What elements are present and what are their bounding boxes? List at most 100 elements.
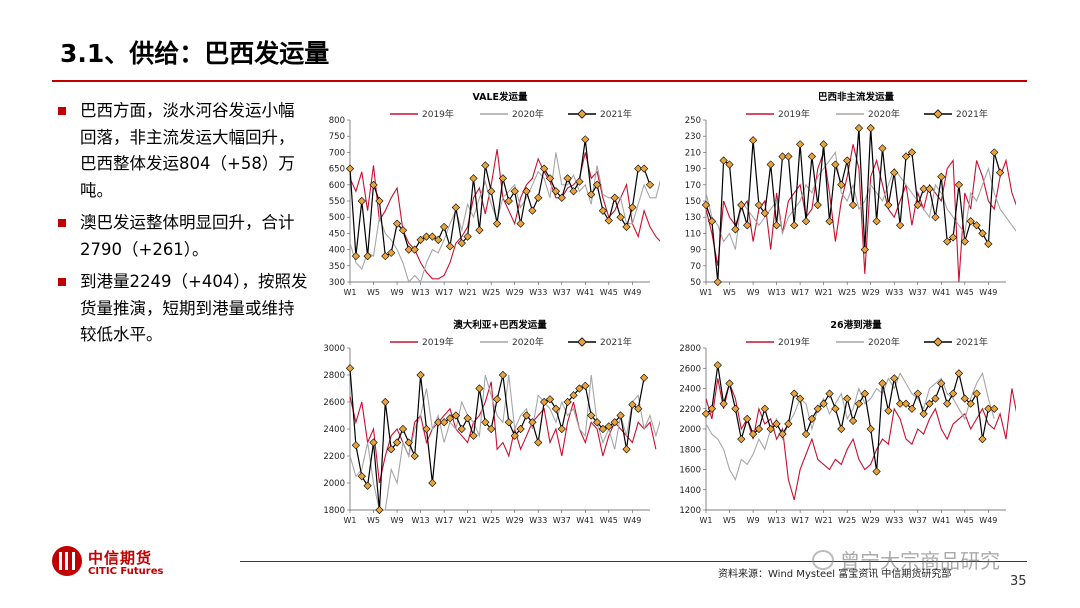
data-point bbox=[440, 418, 449, 427]
data-point bbox=[825, 389, 834, 398]
x-tick-label: W45 bbox=[600, 288, 618, 297]
data-point bbox=[937, 379, 946, 388]
x-tick-label: W13 bbox=[412, 516, 430, 525]
data-point bbox=[754, 424, 764, 434]
data-point bbox=[778, 152, 787, 161]
data-point bbox=[369, 180, 378, 189]
bullet-square-icon bbox=[58, 219, 66, 227]
data-point bbox=[569, 187, 578, 196]
y-tick-label: 1200 bbox=[679, 506, 701, 516]
data-point bbox=[363, 252, 372, 261]
x-tick-label: W25 bbox=[482, 288, 500, 297]
data-point bbox=[837, 424, 846, 434]
data-point bbox=[598, 206, 608, 215]
y-tick-label: 150 bbox=[685, 197, 701, 207]
data-point bbox=[392, 438, 402, 447]
x-tick-label: W29 bbox=[862, 288, 880, 297]
y-tick-label: 650 bbox=[329, 165, 345, 175]
y-tick-label: 350 bbox=[329, 262, 345, 272]
data-point bbox=[604, 422, 613, 431]
x-tick-label: W41 bbox=[932, 288, 950, 297]
chart-svg: 巴西非主流发运量 2019年 2020年 2021年 50 70 90 110 130 150 17… bbox=[685, 91, 1016, 297]
data-point bbox=[640, 164, 649, 173]
chart-svg: 26港到港量 2019年 2020年 2021年 1200 1400 1600 1800 200… bbox=[679, 319, 1016, 525]
data-point bbox=[725, 379, 734, 388]
data-point bbox=[778, 429, 787, 439]
data-point bbox=[766, 424, 775, 434]
data-point bbox=[357, 472, 366, 481]
data-point bbox=[784, 419, 793, 428]
data-point bbox=[345, 164, 355, 173]
series-line-2 bbox=[705, 371, 995, 481]
data-point bbox=[587, 411, 596, 420]
data-point bbox=[707, 217, 717, 226]
data-point bbox=[848, 200, 858, 210]
data-point bbox=[498, 370, 508, 380]
data-point bbox=[634, 404, 643, 413]
series-line-2 bbox=[705, 150, 1016, 250]
citic-logo: 中信期货 CITIC Futures bbox=[52, 546, 182, 582]
data-point bbox=[392, 219, 402, 228]
data-point bbox=[516, 424, 525, 434]
data-point bbox=[901, 399, 911, 408]
y-tick-label: 210 bbox=[685, 148, 701, 158]
bullet-square-icon bbox=[58, 278, 66, 286]
data-point bbox=[819, 399, 828, 408]
y-tick-label: 2200 bbox=[323, 452, 345, 462]
y-tick-label: 2400 bbox=[323, 425, 345, 435]
y-tick-label: 130 bbox=[685, 213, 701, 223]
x-tick-label: W33 bbox=[529, 516, 547, 525]
x-tick-label: W25 bbox=[838, 288, 856, 297]
data-point bbox=[593, 418, 602, 427]
bullet-text: 巴西方面，淡水河谷发运小幅回落，非主流发运大幅回升，巴西整体发运804（+58）… bbox=[80, 101, 295, 200]
data-point bbox=[457, 424, 466, 434]
series-line-2 bbox=[349, 374, 660, 511]
data-point bbox=[422, 424, 431, 434]
data-point bbox=[522, 187, 531, 196]
data-point bbox=[410, 245, 419, 254]
data-point bbox=[913, 200, 922, 210]
data-point bbox=[492, 219, 502, 228]
data-point bbox=[743, 414, 752, 423]
data-point bbox=[428, 478, 437, 488]
legend-entry: 2021年 bbox=[568, 336, 632, 348]
y-tick-label: 2000 bbox=[679, 425, 701, 435]
x-tick-label: W33 bbox=[885, 516, 903, 525]
data-point bbox=[381, 397, 390, 407]
data-point bbox=[369, 438, 378, 447]
data-point bbox=[984, 404, 993, 413]
y-tick-label: 110 bbox=[685, 229, 701, 239]
legend-entry: 2020年 bbox=[836, 336, 900, 348]
data-point bbox=[913, 389, 922, 398]
x-tick-label: W49 bbox=[623, 516, 641, 525]
legend-entry: 2020年 bbox=[836, 108, 900, 120]
x-tick-label: W49 bbox=[623, 288, 641, 297]
chart-vale-shipments: VALE发运量 2019年 2020年 2021年 300 350 400 450 500 550… bbox=[320, 88, 660, 308]
data-point bbox=[604, 216, 613, 225]
data-point bbox=[825, 217, 834, 226]
data-point bbox=[616, 213, 625, 222]
data-point bbox=[784, 152, 793, 161]
y-tick-label: 2800 bbox=[323, 371, 345, 381]
data-point bbox=[943, 237, 952, 246]
data-point bbox=[743, 221, 752, 230]
legend-label: 2020年 bbox=[512, 108, 544, 120]
data-point bbox=[487, 424, 496, 434]
data-point bbox=[475, 384, 484, 393]
data-point bbox=[622, 222, 631, 231]
legend-entry: 2021年 bbox=[568, 108, 632, 120]
watermark: 曾宁大宗商品研究 bbox=[812, 545, 1000, 574]
data-point bbox=[749, 136, 758, 145]
x-tick-label: W17 bbox=[435, 288, 453, 297]
data-point bbox=[795, 394, 805, 403]
bullet-square-icon bbox=[58, 107, 66, 115]
data-point bbox=[481, 161, 490, 170]
data-point bbox=[978, 229, 987, 238]
y-tick-label: 2000 bbox=[323, 479, 345, 489]
data-point bbox=[807, 152, 817, 161]
data-point bbox=[504, 196, 513, 206]
data-point bbox=[843, 156, 852, 165]
legend-entry: 2021年 bbox=[924, 108, 988, 120]
bullet-item: 澳巴发运整体明显回升，合计2790（+261）。 bbox=[58, 210, 308, 263]
y-tick-label: 250 bbox=[685, 116, 701, 126]
